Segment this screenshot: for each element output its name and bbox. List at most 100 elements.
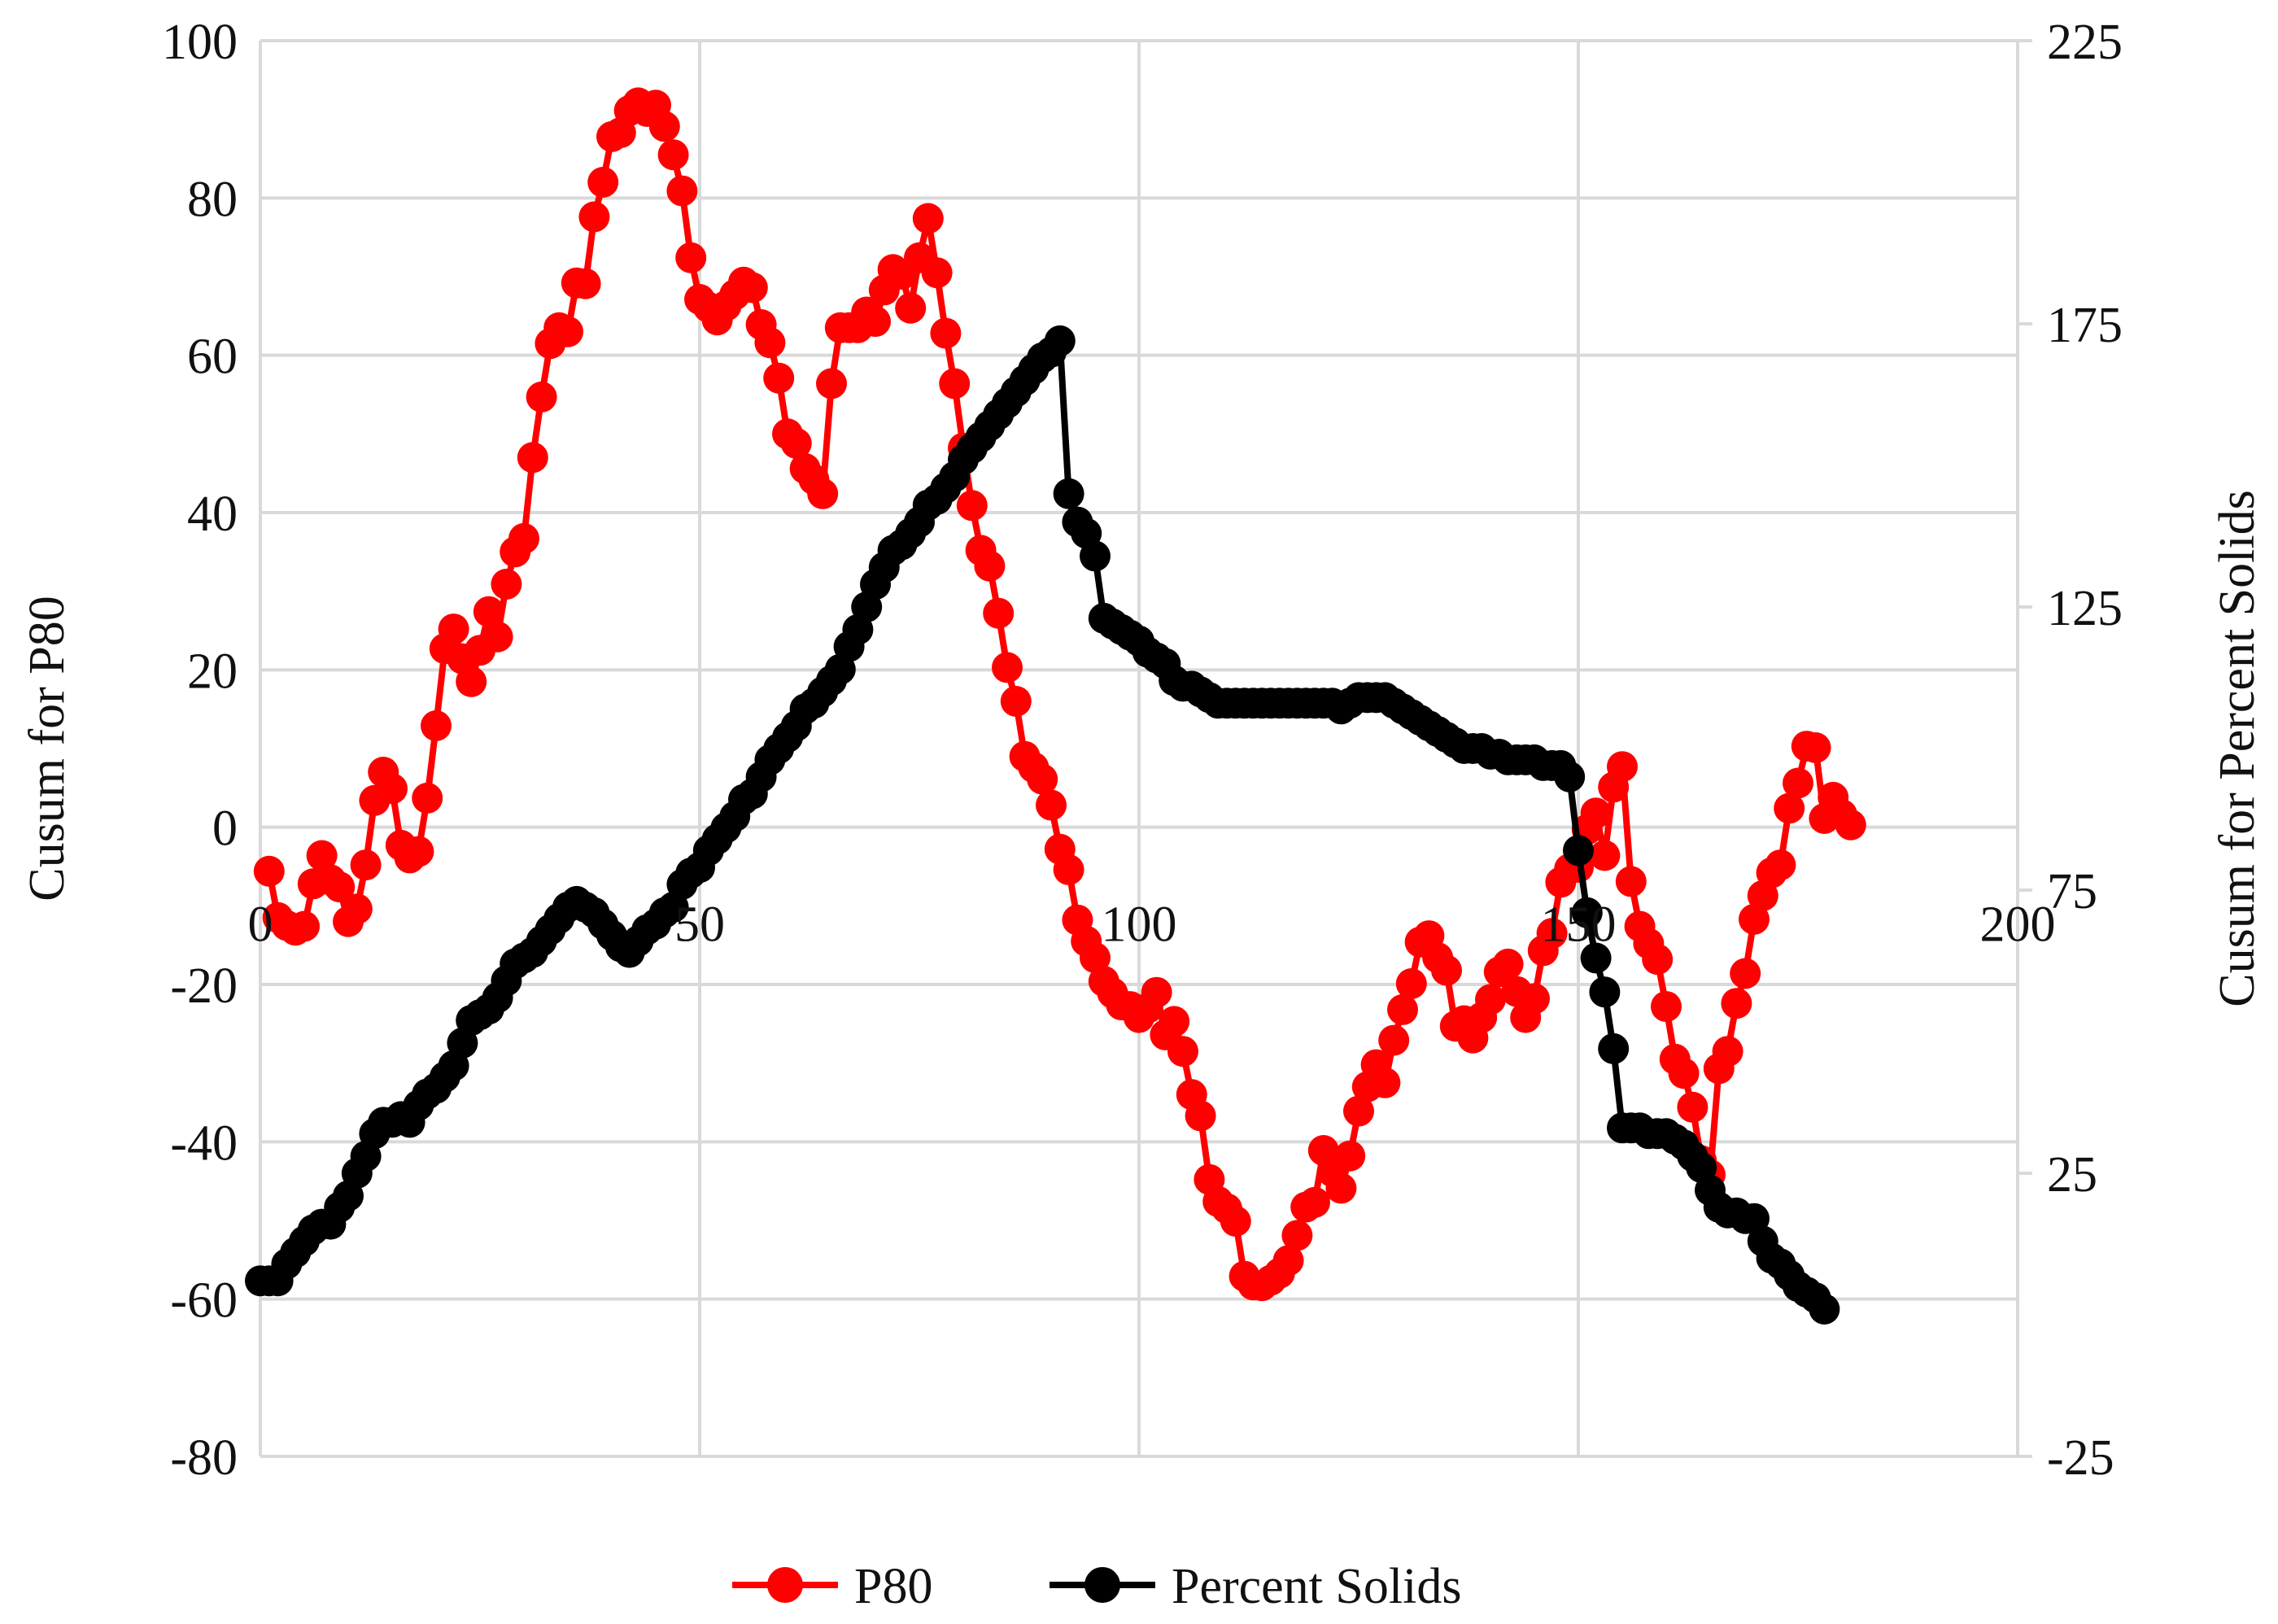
data-point (1431, 954, 1462, 986)
axes (259, 39, 2032, 1458)
data-point (1053, 853, 1084, 885)
data-point (1378, 1024, 1410, 1056)
data-point (675, 242, 707, 273)
data-point (860, 306, 891, 338)
data-point (578, 201, 610, 233)
data-point (1159, 1006, 1190, 1037)
y-tick-label: -40 (170, 1115, 238, 1171)
data-point (1580, 797, 1612, 829)
y2-tick-label: 225 (2047, 15, 2123, 70)
data-point (1053, 478, 1084, 509)
data-point (1554, 761, 1586, 792)
y-tick-label: 40 (187, 487, 238, 542)
data-point (816, 368, 847, 399)
data-point (780, 427, 812, 459)
data-point (1395, 968, 1427, 999)
data-point (1387, 993, 1418, 1025)
y-tick-label: 100 (162, 15, 238, 70)
data-point (1712, 1036, 1743, 1067)
data-point (508, 522, 539, 554)
data-point (1571, 897, 1603, 928)
data-point (1167, 1036, 1198, 1067)
data-point (912, 203, 944, 234)
x-tick-label: 200 (1980, 897, 2056, 953)
data-point (587, 167, 619, 198)
data-point (324, 871, 356, 903)
data-point (1783, 767, 1813, 799)
data-point (517, 442, 548, 474)
data-point (807, 478, 839, 509)
data-point (1651, 991, 1682, 1023)
data-point (1369, 1067, 1401, 1098)
data-point (1334, 1140, 1366, 1172)
x-tick-label: 50 (674, 897, 725, 953)
y-tick-label: -80 (170, 1430, 238, 1486)
data-point (552, 316, 583, 347)
data-point (1325, 1172, 1357, 1204)
data-point (350, 849, 382, 881)
data-point (1598, 1032, 1630, 1064)
data-point (412, 782, 443, 814)
data-point (754, 327, 786, 359)
data-point (377, 773, 408, 805)
data-point (895, 292, 927, 324)
data-point (930, 317, 962, 349)
data-point (1343, 1095, 1374, 1127)
data-point (403, 836, 434, 867)
data-point (482, 621, 513, 653)
data-point (306, 840, 338, 871)
x-tick-label: 150 (1541, 897, 1617, 953)
data-point (1563, 835, 1594, 867)
data-point (1721, 988, 1752, 1019)
data-point (1607, 751, 1638, 783)
legend: P80 Percent Solids (732, 1559, 1461, 1614)
data-point (438, 613, 469, 645)
data-point (1027, 763, 1058, 795)
data-point (1835, 809, 1866, 840)
data-point (473, 596, 504, 627)
data-point (1615, 866, 1647, 897)
series-percent-solids (245, 325, 1840, 1325)
y-axis-title: Cusum for P80 (20, 596, 75, 901)
data-point (666, 175, 698, 207)
data-point (1642, 944, 1674, 976)
data-point (1220, 1206, 1251, 1237)
y-tick-label: -20 (170, 958, 238, 1014)
data-point (1281, 1220, 1313, 1251)
data-point (939, 368, 971, 399)
data-point (921, 257, 953, 289)
y2-axis-title: Cusum for Percent Solids (2210, 490, 2265, 1006)
data-point (1589, 840, 1621, 871)
series-line (265, 99, 1853, 1290)
data-point (763, 362, 795, 394)
data-point (570, 268, 601, 299)
x-tick-label: 0 (248, 897, 273, 953)
data-point (341, 893, 373, 925)
data-point (421, 710, 452, 741)
data-point (1080, 942, 1111, 974)
data-point (992, 652, 1023, 683)
tick-labels: -80-60-40-20020406080100-252575125175225… (162, 15, 2123, 1486)
data-point (456, 666, 487, 697)
legend-swatch-marker-p80 (767, 1567, 803, 1603)
data-point (1774, 792, 1805, 824)
data-point (1668, 1058, 1700, 1089)
legend-label-percent-solids: Percent Solids (1172, 1559, 1461, 1614)
legend-label-p80: P80 (854, 1559, 932, 1614)
data-point (1765, 849, 1796, 881)
data-point (1809, 1294, 1840, 1325)
data-point (1589, 976, 1621, 1008)
data-point (526, 381, 557, 413)
data-point (956, 490, 988, 522)
data-point (657, 139, 689, 171)
data-point (1141, 976, 1172, 1008)
y-tick-label: 60 (187, 330, 238, 385)
data-point (648, 111, 680, 142)
y2-tick-label: 75 (2047, 864, 2097, 919)
y2-tick-label: 25 (2047, 1147, 2097, 1203)
data-point (983, 597, 1015, 629)
data-point (1677, 1091, 1708, 1123)
y-tick-label: 20 (187, 644, 238, 699)
